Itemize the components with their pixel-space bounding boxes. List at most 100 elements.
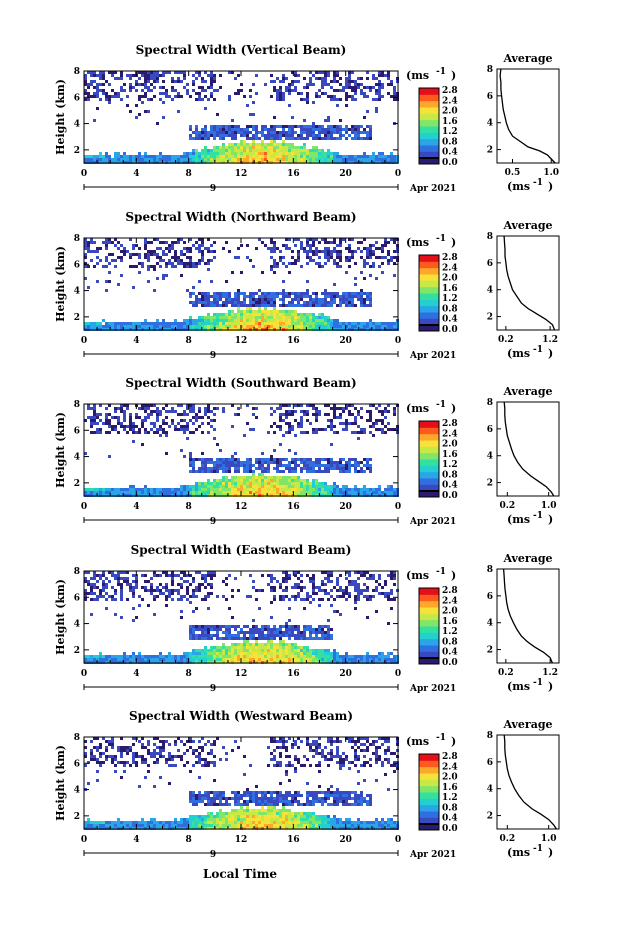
heatmap-cell [258,491,261,494]
heatmap-cell [327,301,330,304]
heatmap-cell [129,416,132,419]
heatmap-cell [219,655,222,658]
heatmap-cell [366,419,369,422]
heatmap-cell [213,479,216,482]
y-tick-label: 8 [74,234,80,244]
heatmap-cell [354,467,357,470]
heatmap-cell [144,325,147,328]
heatmap-cell [195,586,198,589]
heatmap-cell [84,592,87,595]
heatmap-cell [249,631,252,634]
heatmap-cell [267,658,270,661]
heatmap-cell [387,592,390,595]
heatmap-cell [186,92,189,95]
heatmap-cell [120,592,123,595]
heatmap-cell [204,292,207,295]
heatmap-cell [333,98,336,101]
heatmap-cell [309,319,312,322]
heatmap-cell [351,292,354,295]
heatmap-cell [234,325,237,328]
heatmap-cell [285,488,288,491]
heatmap-cell [273,155,276,158]
heatmap-cell [378,92,381,95]
heatmap-cell [210,425,213,428]
heatmap-cell [309,577,312,580]
heatmap-cell [339,155,342,158]
heatmap-cell [162,319,165,322]
heatmap-cell [225,295,228,298]
heatmap-cell [297,583,300,586]
heatmap-cell [297,253,300,256]
heatmap-cell [264,646,267,649]
heatmap-cell [363,595,366,598]
heatmap-cell [138,253,141,256]
heatmap-cell [228,149,231,152]
y-tick-label: 2 [74,646,80,656]
heatmap-cell [159,652,162,655]
heatmap-cell [351,413,354,416]
heatmap-cell [351,98,354,101]
heatmap-cell [261,316,264,319]
heatmap-cell [288,262,291,265]
heatmap-cell [327,467,330,470]
heatmap-cell [132,592,135,595]
heatmap-cell [324,652,327,655]
average-y-tick-label: 6 [487,425,493,435]
heatmap-cell [387,595,390,598]
heatmap-cell [183,265,186,268]
heatmap-cell [174,259,177,262]
heatmap-cell [207,313,210,316]
heatmap-cell [102,92,105,95]
heatmap-cell [294,485,297,488]
heatmap-cell [219,304,222,307]
heatmap-cell [201,649,204,652]
heatmap-cell [315,155,318,158]
heatmap-cell [189,637,192,640]
heatmap-cell [366,322,369,325]
heatmap-cell [336,589,339,592]
heatmap-cell [330,298,333,301]
heatmap-cell [282,256,285,259]
heatmap-cell [327,253,330,256]
heatmap-cell [366,491,369,494]
heatmap-cell [222,322,225,325]
heatmap-cell [384,592,387,595]
heatmap-cell [138,322,141,325]
heatmap-cell [261,298,264,301]
heatmap-cell [117,416,120,419]
heatmap-cell [213,146,216,149]
heatmap-cell [99,574,102,577]
heatmap-cell [318,458,321,461]
heatmap-cell [216,113,219,116]
heatmap-cell [294,146,297,149]
heatmap-cell [198,410,201,413]
heatmap-cell [165,241,168,244]
heatmap-cell [291,631,294,634]
heatmap-cell [204,580,207,583]
heatmap-cell [228,631,231,634]
heatmap-cell [111,598,114,601]
heatmap-cell [222,637,225,640]
heatmap-cell [366,595,369,598]
heatmap-cell [300,313,303,316]
heatmap-cell [234,488,237,491]
heatmap-cell [267,491,270,494]
heatmap-cell [219,74,222,77]
heatmap-cell [303,461,306,464]
heatmap-cell [213,313,216,316]
heatmap-cell [234,482,237,485]
heatmap-cell [210,250,213,253]
heatmap-cell [297,292,300,295]
x-tick-label: 20 [339,169,352,179]
heatmap-cell [246,631,249,634]
heatmap-cell [312,134,315,137]
heatmap-cell [213,316,216,319]
heatmap-cell [345,259,348,262]
heatmap-cell [141,404,144,407]
colorbar-frame [418,420,440,498]
heatmap-cell [273,586,276,589]
heatmap-cell [222,128,225,131]
heatmap-cell [270,295,273,298]
heatmap-cell [150,89,153,92]
heatmap-cell [189,155,192,158]
